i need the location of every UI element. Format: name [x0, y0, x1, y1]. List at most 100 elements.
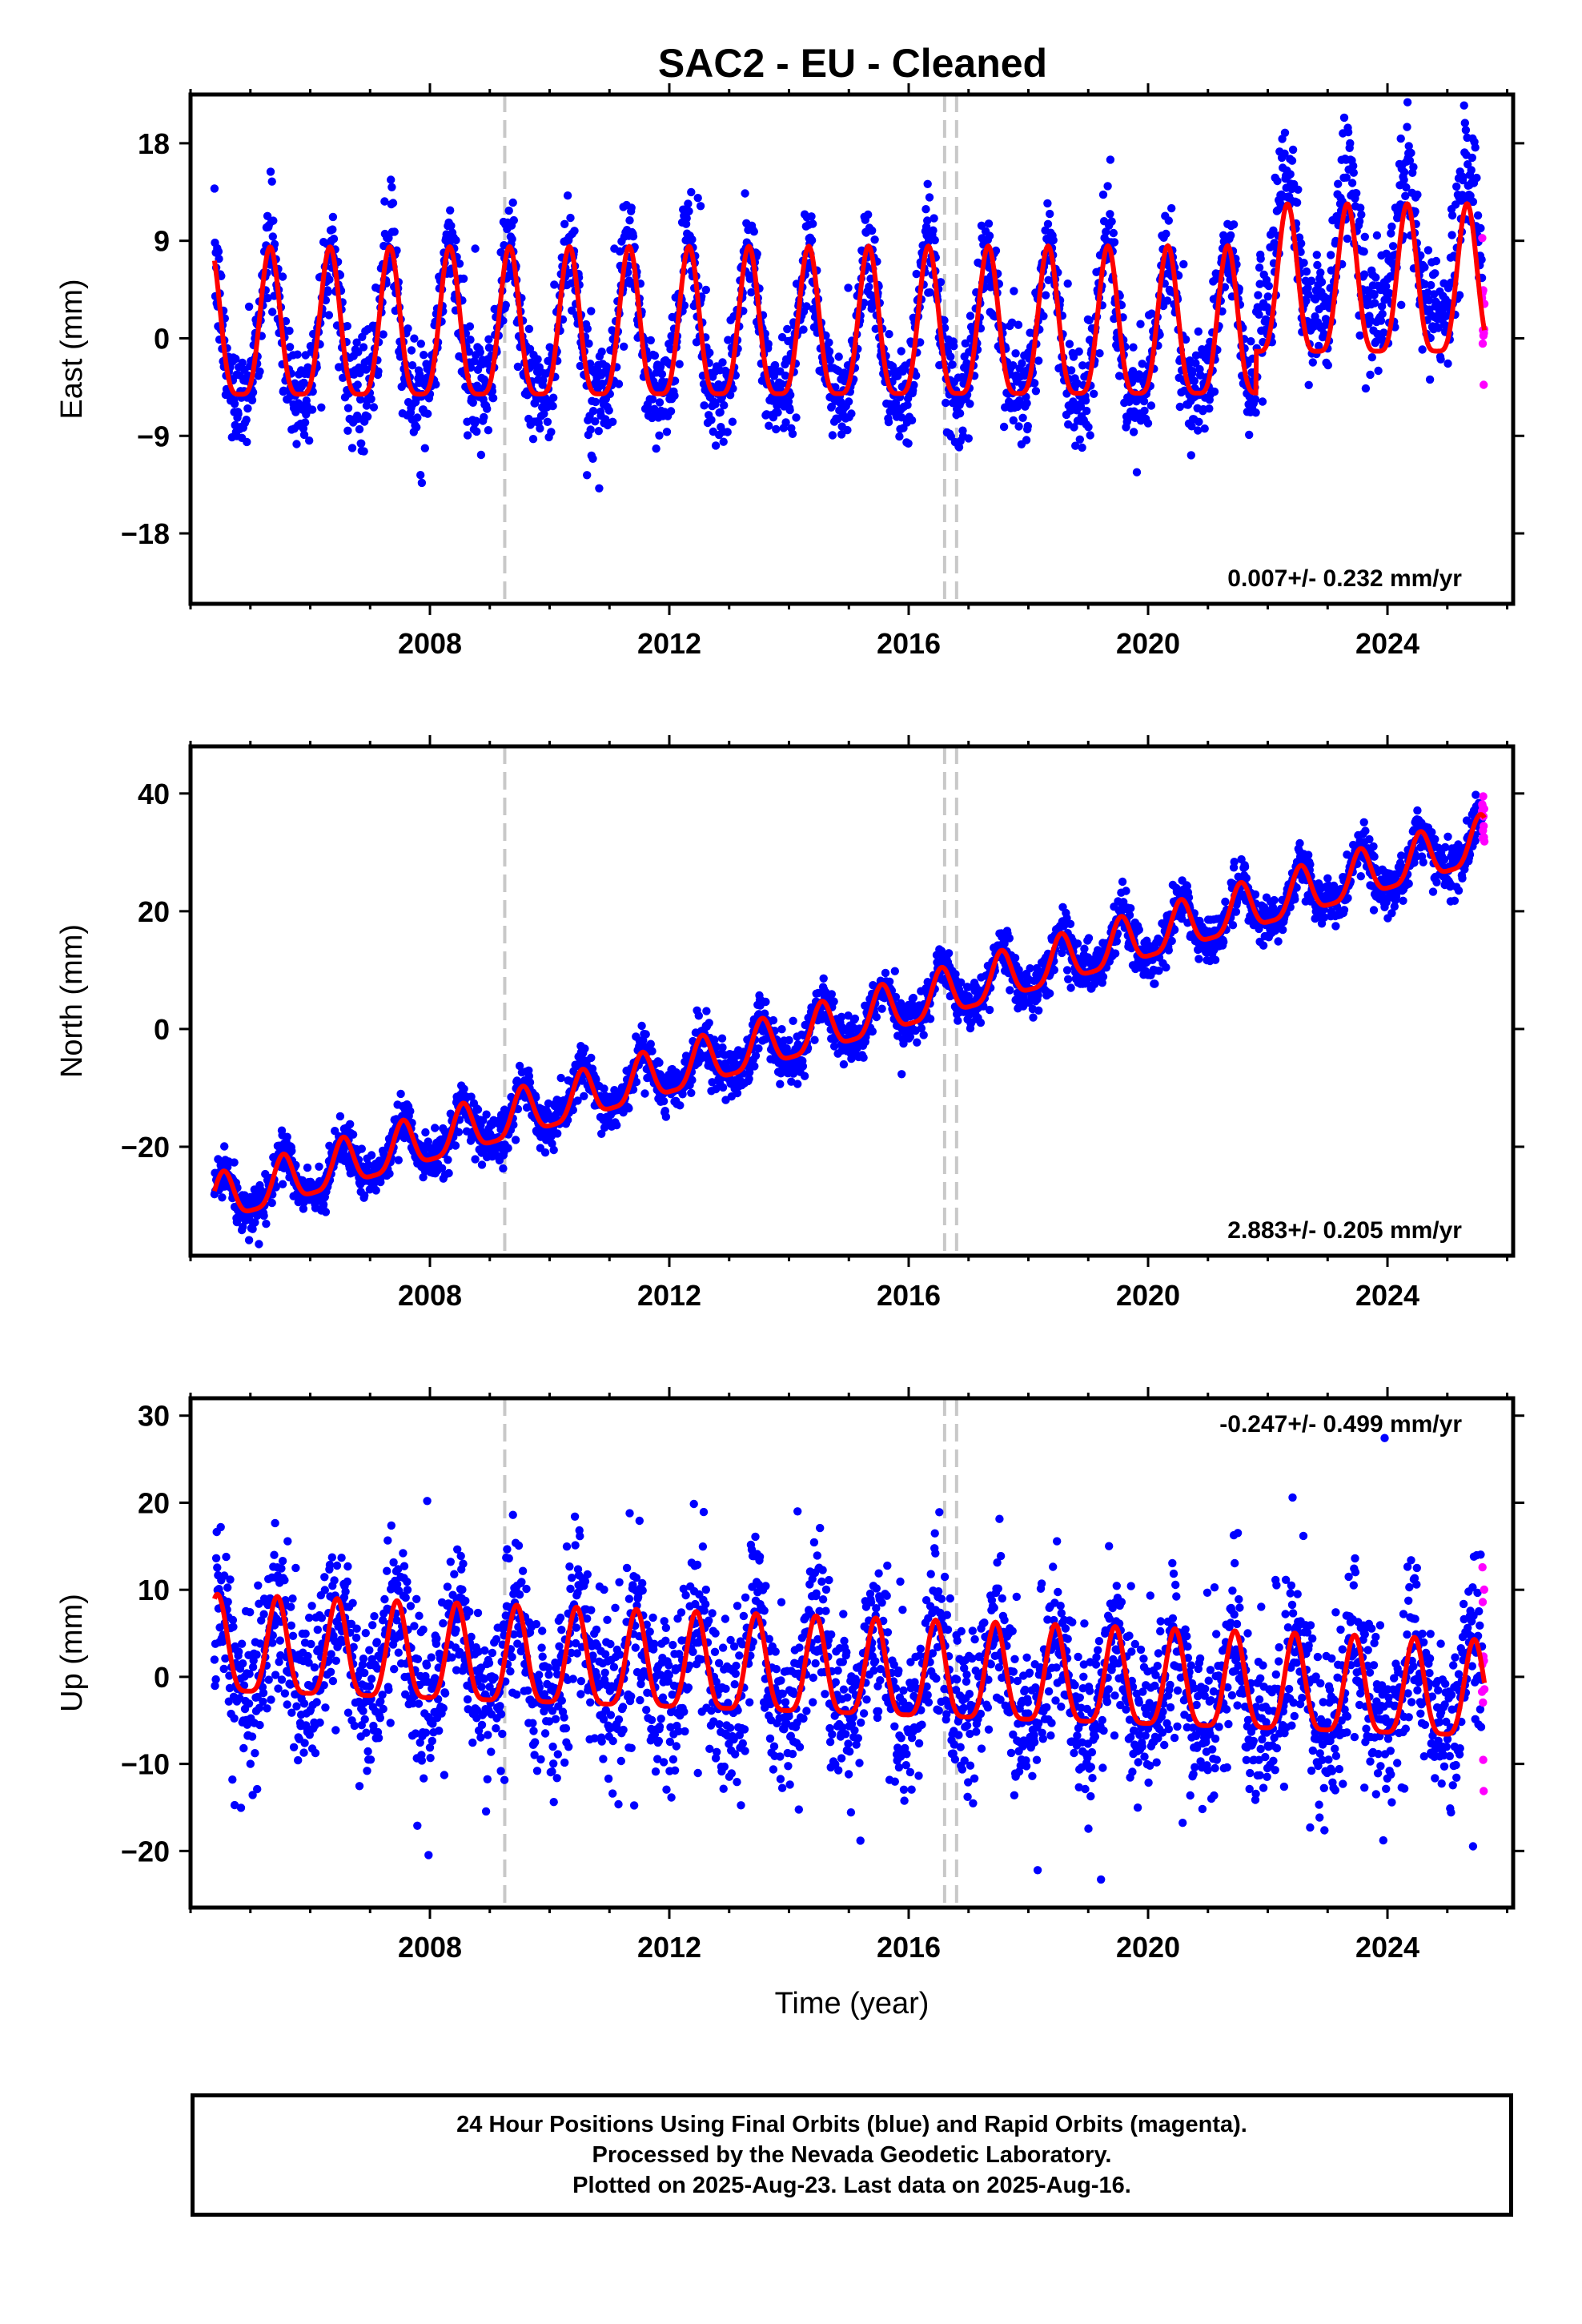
final-orbit-point — [421, 1128, 430, 1137]
final-orbit-point — [946, 352, 955, 361]
final-orbit-point — [563, 191, 572, 200]
final-orbit-point — [1018, 359, 1026, 368]
final-orbit-point — [480, 412, 488, 422]
final-orbit-point — [1210, 387, 1219, 396]
final-orbit-point — [484, 344, 494, 352]
final-orbit-point — [1065, 340, 1074, 348]
final-orbit-point — [718, 358, 727, 367]
final-orbit-point — [1374, 366, 1383, 376]
final-orbit-point — [1124, 414, 1133, 423]
final-orbit-point — [259, 1211, 268, 1220]
final-orbit-point — [444, 1156, 452, 1164]
final-orbit-point — [1269, 226, 1278, 235]
final-orbit-point — [508, 198, 517, 207]
final-orbit-point — [1136, 320, 1145, 328]
final-orbit-point — [570, 227, 579, 235]
final-orbit-point — [966, 312, 975, 320]
final-orbit-point — [1143, 419, 1153, 428]
final-orbit-point — [749, 227, 758, 236]
final-orbit-point — [547, 428, 556, 436]
final-orbit-point — [688, 235, 697, 244]
final-orbit-point — [1069, 397, 1078, 406]
final-orbit-point — [807, 212, 816, 221]
final-orbit-point — [325, 1141, 334, 1151]
final-orbit-point — [1070, 423, 1078, 432]
final-orbit-point — [501, 300, 510, 310]
final-orbit-point — [1370, 291, 1379, 300]
final-orbit-point — [1076, 402, 1086, 411]
east-model-line — [211, 201, 1488, 397]
final-orbit-point — [792, 413, 801, 422]
final-orbit-point — [1085, 316, 1094, 325]
final-orbit-point — [548, 401, 557, 411]
final-orbit-point — [385, 1169, 394, 1178]
final-orbit-point — [659, 1096, 669, 1106]
final-orbit-point — [881, 968, 890, 978]
final-orbit-point — [897, 413, 906, 422]
final-orbit-point — [825, 347, 834, 356]
final-orbit-point — [1423, 246, 1433, 255]
final-orbit-point — [1323, 360, 1333, 370]
y-tick-label: −18 — [121, 517, 170, 550]
final-orbit-point — [357, 439, 366, 448]
final-orbit-point — [1140, 406, 1149, 416]
final-orbit-point — [1460, 119, 1470, 127]
final-orbit-point — [788, 429, 797, 438]
final-orbit-point — [587, 307, 596, 316]
final-orbit-point — [950, 342, 958, 351]
final-orbit-point — [676, 1101, 685, 1110]
final-orbit-point — [584, 339, 593, 348]
final-orbit-point — [1304, 290, 1313, 299]
final-orbit-point — [371, 1186, 380, 1195]
final-orbit-point — [1010, 287, 1018, 296]
final-orbit-point — [1477, 255, 1486, 264]
final-orbit-point — [1399, 167, 1409, 177]
final-orbit-point — [390, 227, 399, 236]
final-orbit-point — [499, 1164, 508, 1173]
final-orbit-point — [255, 367, 264, 376]
final-orbit-point — [466, 336, 475, 344]
final-orbit-point — [868, 226, 877, 235]
final-orbit-point — [444, 1168, 453, 1178]
final-orbit-point — [459, 274, 468, 283]
final-orbit-point — [343, 322, 351, 331]
final-orbit-point — [287, 1147, 296, 1156]
final-orbit-point — [825, 356, 835, 365]
final-orbit-point — [624, 1104, 633, 1113]
final-orbit-point — [1162, 296, 1172, 305]
final-orbit-point — [1302, 296, 1311, 305]
final-orbit-point — [793, 1080, 802, 1088]
final-orbit-point — [688, 1076, 697, 1084]
final-orbit-point — [904, 439, 913, 448]
final-orbit-point — [1062, 966, 1072, 975]
final-orbit-point — [1307, 276, 1316, 285]
final-orbit-point — [303, 363, 312, 372]
final-orbit-point — [1084, 423, 1093, 432]
final-orbit-point — [810, 1035, 819, 1044]
final-orbit-point — [248, 1224, 257, 1233]
final-orbit-point — [278, 1180, 287, 1188]
final-orbit-point — [1080, 944, 1089, 953]
final-orbit-point — [926, 288, 934, 297]
final-orbit-point — [839, 1059, 849, 1069]
final-orbit-point — [1356, 203, 1365, 212]
final-orbit-point — [871, 324, 880, 333]
final-orbit-point — [807, 235, 817, 245]
final-orbit-point — [484, 426, 493, 435]
final-orbit-point — [292, 440, 301, 448]
final-orbit-point — [1247, 337, 1255, 346]
final-orbit-point — [773, 408, 782, 417]
final-orbit-point — [1069, 352, 1078, 361]
final-orbit-point — [406, 1107, 415, 1116]
final-orbit-point — [1010, 954, 1020, 963]
final-orbit-point — [1454, 24, 1462, 32]
final-orbit-point — [865, 282, 873, 292]
final-orbit-point — [999, 422, 1009, 432]
final-orbit-point — [1029, 1013, 1038, 1022]
east-y-axis-label: East (mm) — [55, 279, 89, 419]
final-orbit-point — [1138, 360, 1146, 368]
final-orbit-point — [374, 367, 383, 376]
final-orbit-point — [650, 351, 660, 360]
final-orbit-point — [705, 348, 714, 357]
final-orbit-point — [717, 1034, 727, 1043]
